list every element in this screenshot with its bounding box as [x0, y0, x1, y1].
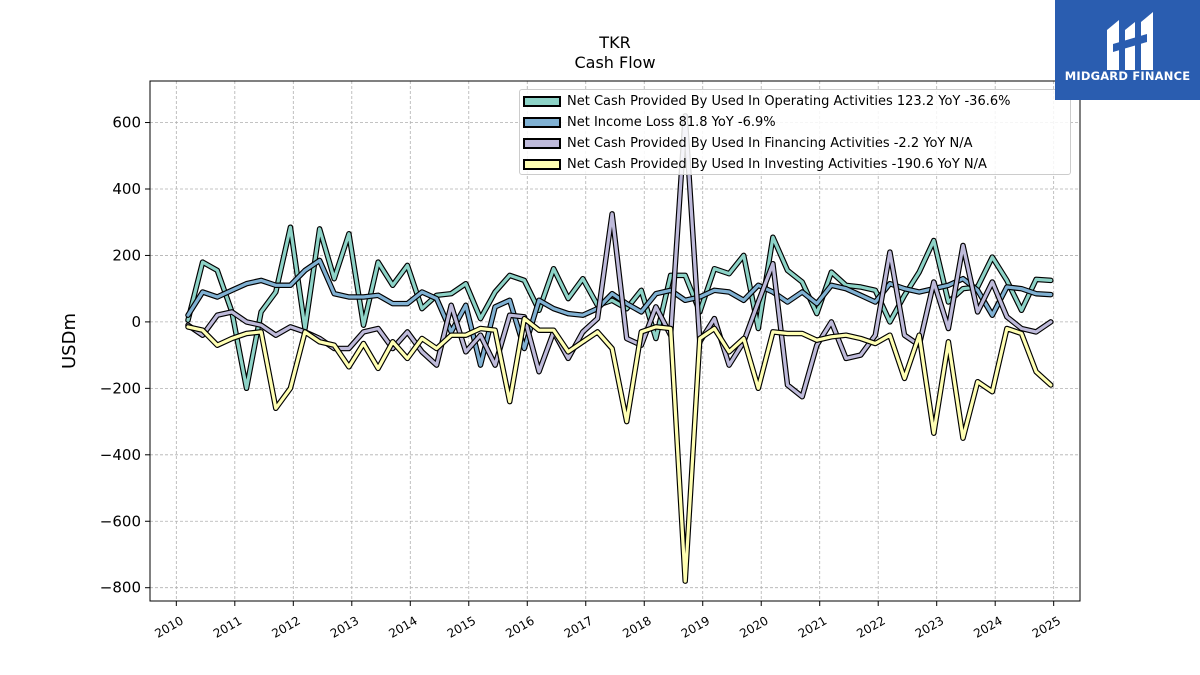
brand-logo: MIDGARD FINANCE	[1055, 0, 1200, 100]
x-tick-label: 2015	[445, 613, 478, 640]
x-tick-label: 2013	[328, 613, 361, 640]
legend-label-investing: Net Cash Provided By Used In Investing A…	[567, 156, 987, 172]
x-tick-label: 2020	[737, 613, 770, 640]
y-axis-label: USDm	[59, 313, 80, 369]
series-line-investing-activities	[186, 317, 1053, 583]
legend-label-financing: Net Cash Provided By Used In Financing A…	[567, 135, 973, 151]
y-tick-label: −600	[100, 512, 141, 530]
y-tick-label: −800	[100, 579, 141, 597]
chart-subtitle: Cash Flow	[574, 53, 655, 72]
y-tick-label: −200	[100, 379, 141, 397]
x-tick-label: 2010	[152, 613, 185, 640]
legend-swatch-investing	[523, 158, 561, 170]
x-tick-label: 2011	[211, 613, 244, 640]
legend-swatch-financing	[523, 137, 561, 149]
legend-item-operating: Net Cash Provided By Used In Operating A…	[520, 91, 1010, 111]
legend-item-investing: Net Cash Provided By Used In Investing A…	[520, 154, 987, 174]
chart-legend: Net Cash Provided By Used In Operating A…	[519, 89, 1071, 175]
x-tick-label: 2018	[620, 613, 653, 640]
legend-item-net-income: Net Income Loss 81.8 YoY -6.9%	[520, 112, 776, 132]
x-tick-label: 2014	[386, 613, 419, 640]
plot-frame	[149, 80, 1081, 602]
y-tick-label: 200	[112, 246, 141, 264]
legend-item-financing: Net Cash Provided By Used In Financing A…	[520, 133, 972, 153]
logo-emblem-icon	[1107, 12, 1153, 70]
legend-label-net-income: Net Income Loss 81.8 YoY -6.9%	[567, 114, 776, 130]
x-tick-label: 2019	[679, 613, 712, 640]
y-tick-label: 400	[112, 180, 141, 198]
x-tick-label: 2012	[269, 613, 302, 640]
x-tick-label: 2025	[1030, 613, 1063, 640]
logo-text: MIDGARD FINANCE	[1064, 69, 1191, 83]
y-tick-label: −400	[100, 446, 141, 464]
x-tick-label: 2017	[562, 613, 595, 640]
series-lines	[185, 113, 1054, 584]
legend-swatch-net-income	[523, 116, 561, 128]
x-tick-label: 2024	[971, 613, 1004, 640]
y-tick-label: 0	[131, 313, 141, 331]
x-tick-label: 2021	[796, 613, 829, 640]
x-tick-label: 2022	[854, 613, 887, 640]
legend-label-operating: Net Cash Provided By Used In Operating A…	[567, 93, 1011, 109]
x-tick-label: 2016	[503, 613, 536, 640]
x-tick-label: 2023	[913, 613, 946, 640]
y-tick-label: 600	[112, 114, 141, 132]
legend-swatch-operating	[523, 95, 561, 107]
chart-title: TKR	[598, 33, 630, 52]
